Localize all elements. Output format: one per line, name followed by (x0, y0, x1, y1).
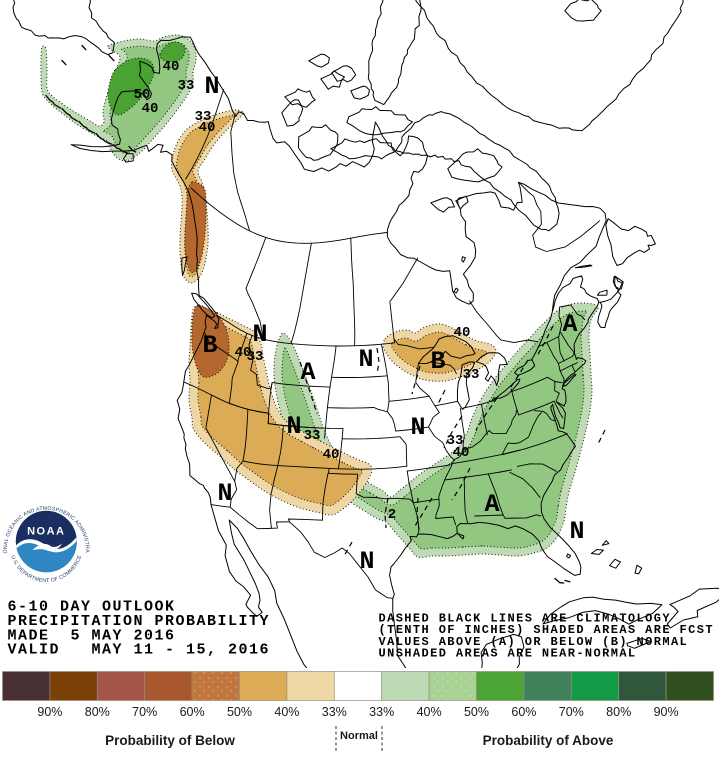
svg-text:N: N (217, 479, 232, 508)
svg-text:40%: 40% (417, 705, 442, 719)
svg-text:N: N (359, 547, 374, 576)
svg-text:N: N (358, 345, 373, 374)
svg-text:33%: 33% (322, 705, 347, 719)
svg-text:40: 40 (142, 101, 159, 117)
svg-text:PRECIPITATION PROBABILITY: PRECIPITATION PROBABILITY (8, 613, 271, 630)
svg-text:50%: 50% (464, 705, 489, 719)
svg-text:40: 40 (323, 447, 340, 463)
svg-text:33: 33 (463, 367, 480, 383)
svg-text:40: 40 (163, 59, 180, 75)
svg-text:UNSHADED AREAS ARE NEAR-NORMAL: UNSHADED AREAS ARE NEAR-NORMAL (379, 647, 637, 661)
svg-text:90%: 90% (37, 705, 62, 719)
svg-text:33: 33 (304, 428, 321, 444)
svg-text:Probability of Above: Probability of Above (483, 733, 614, 748)
svg-text:33: 33 (178, 78, 195, 94)
svg-text:40: 40 (454, 325, 471, 341)
svg-text:80%: 80% (606, 705, 631, 719)
svg-text:33: 33 (247, 349, 264, 365)
svg-text:70%: 70% (559, 705, 584, 719)
svg-text:A: A (300, 358, 315, 387)
svg-text:VALUES ABOVE (A) OR BELOW (B): VALUES ABOVE (A) OR BELOW (B) NORMAL (379, 635, 689, 649)
svg-text:N: N (204, 72, 219, 101)
svg-text:A: A (562, 310, 577, 339)
svg-text:40%: 40% (274, 705, 299, 719)
svg-text:(TENTH OF INCHES) SHADED AREAS: (TENTH OF INCHES) SHADED AREAS ARE FCST (379, 623, 714, 637)
svg-text:50%: 50% (227, 705, 252, 719)
svg-text:B: B (202, 331, 217, 360)
svg-text:80%: 80% (85, 705, 110, 719)
svg-text:50: 50 (134, 87, 151, 103)
svg-text:DASHED BLACK LINES ARE CLIMATO: DASHED BLACK LINES ARE CLIMATOLOGY (379, 612, 671, 626)
svg-text:40: 40 (199, 120, 216, 136)
svg-text:2: 2 (388, 507, 396, 523)
svg-text:NOAA: NOAA (27, 525, 65, 537)
svg-text:Normal: Normal (340, 730, 378, 742)
svg-text:N: N (569, 517, 584, 546)
svg-text:70%: 70% (132, 705, 157, 719)
svg-text:33: 33 (195, 109, 212, 125)
svg-text:N: N (410, 413, 425, 442)
svg-text:A: A (484, 490, 499, 519)
svg-text:90%: 90% (654, 705, 679, 719)
svg-text:60%: 60% (511, 705, 536, 719)
svg-text:N: N (286, 412, 301, 441)
svg-text:60%: 60% (180, 705, 205, 719)
svg-text:40: 40 (453, 445, 470, 461)
svg-text:MADE 5 MAY 2016: MADE 5 MAY 2016 (8, 627, 176, 644)
svg-text:N: N (252, 320, 267, 349)
svg-text:6-10 DAY OUTLOOK: 6-10 DAY OUTLOOK (8, 599, 176, 616)
svg-text:Probability of Below: Probability of Below (105, 733, 235, 748)
svg-text:33%: 33% (369, 705, 394, 719)
svg-text:VALID MAY 11 - 15, 2016: VALID MAY 11 - 15, 2016 (8, 642, 271, 659)
svg-text:B: B (430, 347, 445, 376)
svg-text:40: 40 (235, 345, 252, 361)
svg-text:33: 33 (447, 433, 464, 449)
